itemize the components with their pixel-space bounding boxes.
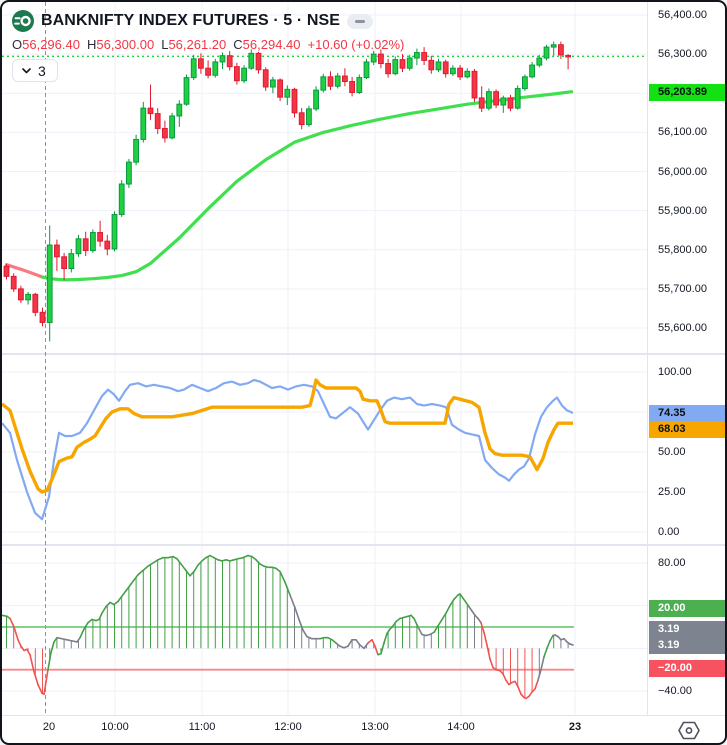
symbol-title[interactable]: BANKNIFTY INDEX FUTURES · 5 · NSE xyxy=(41,12,341,29)
open-value: 56,296.40 xyxy=(22,37,80,52)
axis-settings-button[interactable] xyxy=(674,717,704,743)
chart-legend: BANKNIFTY INDEX FUTURES · 5 · NSE O56,29… xyxy=(12,10,404,82)
low-label: L xyxy=(161,37,169,52)
open-label: O xyxy=(12,37,23,52)
collapse-legend-button[interactable] xyxy=(347,13,374,29)
close-label: C xyxy=(233,37,243,52)
symbol-logo-icon xyxy=(12,10,34,32)
indicators-dropdown[interactable]: 3 xyxy=(12,59,58,82)
high-label: H xyxy=(86,37,97,52)
change-value: +10.60 (+0.02%) xyxy=(307,37,405,52)
ohlc-readout: O56,296.40 H56,300.00 L56,261.20 C56,294.40… xyxy=(12,37,404,52)
high-value: 56,300.00 xyxy=(96,37,155,52)
gear-icon xyxy=(678,721,700,739)
indicators-count: 3 xyxy=(38,62,46,79)
dash-icon xyxy=(355,19,366,23)
chevron-down-icon xyxy=(22,67,31,73)
low-value: 56,261.20 xyxy=(168,37,227,52)
close-value: 56,294.40 xyxy=(242,37,301,52)
